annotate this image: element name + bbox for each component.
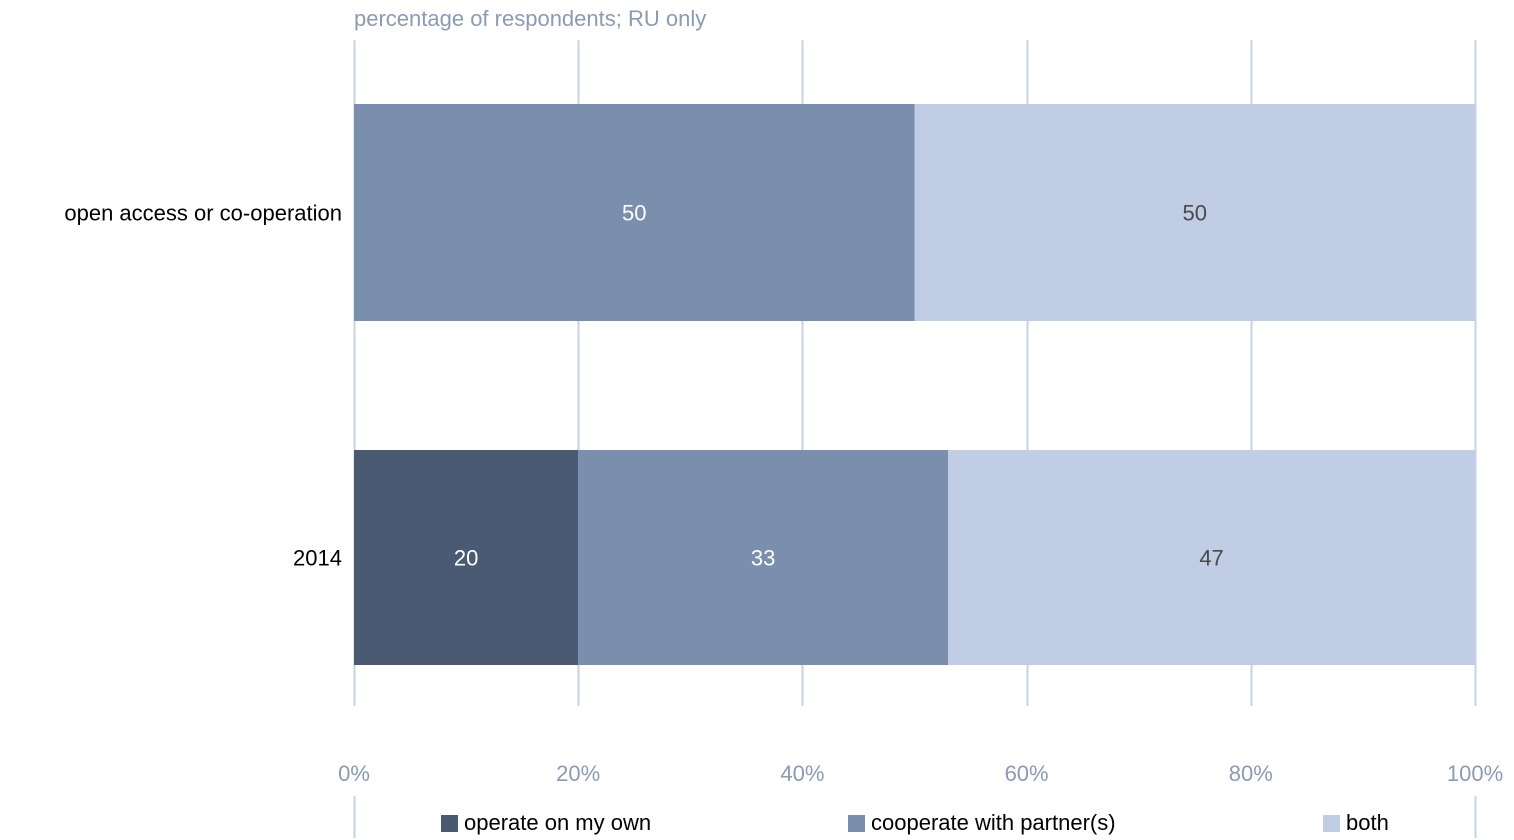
legend-swatch-both <box>1323 814 1340 832</box>
bar-0-series-2 <box>914 104 1475 321</box>
bar-1-series-2 <box>948 450 1475 665</box>
legend-item-operate-on-my-own: operate on my own <box>441 810 651 836</box>
x-tick-label-4: 80% <box>1229 761 1273 786</box>
category-label-1: 2014 <box>293 546 342 571</box>
x-tick-label-5: 100% <box>1447 761 1503 786</box>
chart-subtitle: percentage of respondents; RU only <box>354 6 707 31</box>
data-label-1-series-0: 20 <box>454 546 478 571</box>
bar-0-series-1 <box>354 104 915 321</box>
legend-swatch-operate-on-my-own <box>441 814 458 832</box>
data-label-1-series-2: 47 <box>1199 546 1223 571</box>
x-tick-label-3: 60% <box>1005 761 1049 786</box>
x-tick-label-1: 20% <box>556 761 600 786</box>
x-tick-label-2: 40% <box>780 761 824 786</box>
legend-label-cooperate-with-partners: cooperate with partner(s) <box>871 810 1116 835</box>
bar-1-series-1 <box>578 450 949 665</box>
legend-label-operate-on-my-own: operate on my own <box>464 810 652 835</box>
bar-1-series-0 <box>354 450 579 665</box>
data-label-1-series-1: 33 <box>751 546 775 571</box>
legend-item-cooperate-with-partners: cooperate with partner(s) <box>848 810 1116 836</box>
legend-item-both: both <box>1323 810 1389 836</box>
data-label-0-series-1: 50 <box>622 201 646 226</box>
legend-label-both: both <box>1346 810 1389 835</box>
category-label-0: open access or co-operation <box>64 201 342 226</box>
legend-swatch-cooperate-with-partners <box>848 814 865 832</box>
x-tick-label-0: 0% <box>338 761 370 786</box>
data-label-0-series-2: 50 <box>1183 201 1207 226</box>
